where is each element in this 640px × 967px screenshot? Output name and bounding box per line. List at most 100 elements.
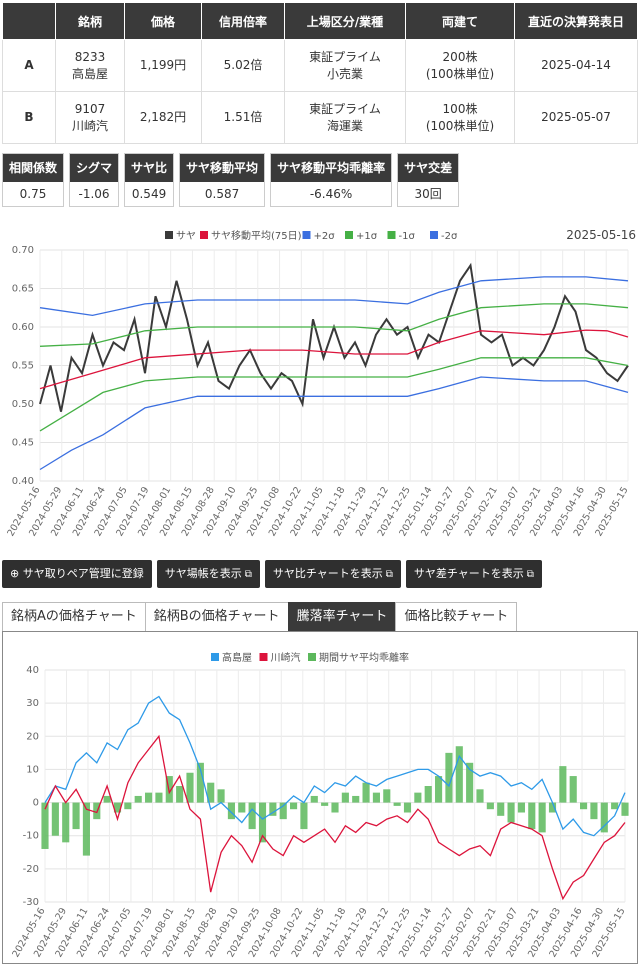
bar [445,752,453,803]
bar [279,802,287,820]
legend-label: 期間サヤ平均乖離率 [319,651,409,664]
action-buttons: ⊕ サヤ取りペア管理に登録 サヤ場帳を表示 ⧉ サヤ比チャートを表示 ⧉ サヤ差チャ… [2,560,542,588]
margin-cell: 1.51倍 [201,91,285,144]
bar [414,792,422,803]
chart-date-label: 2025-05-16 [566,228,636,242]
stat-label: シグマ [70,154,119,182]
stat-label: サヤ比 [125,154,174,182]
y-tick-label: -30 [23,897,39,908]
legend-swatch [200,231,208,239]
bar [372,792,380,803]
legend-swatch [259,653,268,661]
date-cell: 2025-04-14 [514,39,638,92]
tab-price-compare[interactable]: 価格比較チャート [395,602,518,631]
header-price: 価格 [124,2,202,40]
bar [403,802,412,813]
series-line [39,357,629,432]
bar [611,802,619,810]
stat-value: 0.549 [131,187,167,201]
bar [155,792,163,803]
table-row: B 9107 川崎汽 2,182円 1.51倍 東証プライム 海運業 100株 (10… [2,91,638,144]
legend-swatch [211,653,219,661]
y-tick-label: 30 [26,698,39,709]
header-date: 直近の決算発表日 [514,2,638,40]
series-line [39,329,629,390]
bar [196,762,204,803]
market-cell: 東証プライム 海運業 [284,91,406,144]
stat-crossings: サヤ交差 30回 [397,153,460,207]
chart-panel: -30 -20 -10 0 10 20 30 40 2024-05-16 2024-05-29 20… [2,631,638,964]
market: 東証プライム [309,101,381,116]
y-tick-label: 0.40 [12,476,34,487]
series-line [44,695,626,837]
bar [238,802,246,813]
y-tick-label: 0 [33,798,39,809]
bar [134,795,142,803]
bar [145,792,153,803]
bar [486,802,494,810]
stock-name: 川崎汽 [71,118,108,133]
stat-label: サヤ移動平均 [180,154,265,182]
series-line [39,262,629,412]
header-label [2,2,56,40]
bar [548,802,557,813]
bar [331,802,339,813]
bar [569,776,577,803]
y-tick-label: -10 [23,831,39,842]
y-tick-label: 40 [26,665,39,676]
stock-cell[interactable]: 9107 川崎汽 [55,91,125,144]
bar [82,802,90,856]
bar [113,802,122,813]
bar [300,802,308,830]
legend-label: -2σ [441,231,458,242]
bar [424,786,432,803]
show-ledger-button[interactable]: サヤ場帳を表示 ⧉ [156,560,260,588]
register-pair-button[interactable]: ⊕ サヤ取りペア管理に登録 [2,560,152,588]
shares-cell: 100株 (100株単位) [405,91,515,144]
stock-table: 銘柄 価格 信用倍率 上場区分/業種 両建て 直近の決算発表日 A 8233 高島… [2,2,638,144]
sector: 小売業 [326,66,363,81]
bar [538,802,546,833]
bar [352,795,360,803]
ratio-chart: 0.400.450.500.550.600.650.702024-05-1620… [5,228,636,538]
series-line [39,303,629,347]
tab-price-b[interactable]: 銘柄Bの価格チャート [144,602,289,631]
bar [217,789,225,803]
unit: (100株単位) [425,118,495,133]
bar [383,789,391,803]
stat-value: 0.587 [204,187,240,201]
bar [600,802,608,833]
header-market: 上場区分/業種 [284,2,406,40]
stat-label: サヤ交差 [398,154,459,182]
change-rate-chart: -30-20-100102030402024-05-162024-05-2920… [10,651,629,959]
legend-swatch [302,231,311,239]
stat-value: 30回 [414,187,442,201]
tab-change-rate[interactable]: 騰落率チャート [287,602,397,631]
shares: 200株 [442,49,478,64]
legend-label: 川崎汽 [271,651,301,664]
table-row: A 8233 高島屋 1,199円 5.02倍 東証プライム 小売業 200株 (10… [2,39,638,92]
bar [62,802,70,843]
legend-label: 高島屋 [222,651,252,664]
bar [517,802,525,813]
tab-price-a[interactable]: 銘柄Aの価格チャート [2,602,146,631]
shares-cell: 200株 (100株単位) [405,39,515,92]
shares: 100株 [442,101,478,116]
show-ratio-chart-button[interactable]: サヤ比チャートを表示 ⧉ [264,560,401,588]
stock-name: 高島屋 [71,66,108,81]
legend-label: サヤ移動平均(75日) [211,229,302,242]
legend-swatch [345,231,353,239]
y-tick-label: -20 [23,864,39,875]
unit: (100株単位) [425,66,495,81]
bar [51,802,59,836]
legend-swatch [387,231,396,239]
bar [528,802,536,830]
header-margin: 信用倍率 [201,2,285,40]
stock-cell[interactable]: 8233 高島屋 [55,39,125,92]
external-link-icon: ⧉ [244,569,252,580]
legend-label: +2σ [314,231,336,242]
table-header-row: 銘柄 価格 信用倍率 上場区分/業種 両建て 直近の決算発表日 [2,2,638,40]
show-diff-chart-button[interactable]: サヤ差チャートを表示 ⧉ [405,560,542,588]
row-label: A [2,39,56,92]
series-line [44,734,626,901]
